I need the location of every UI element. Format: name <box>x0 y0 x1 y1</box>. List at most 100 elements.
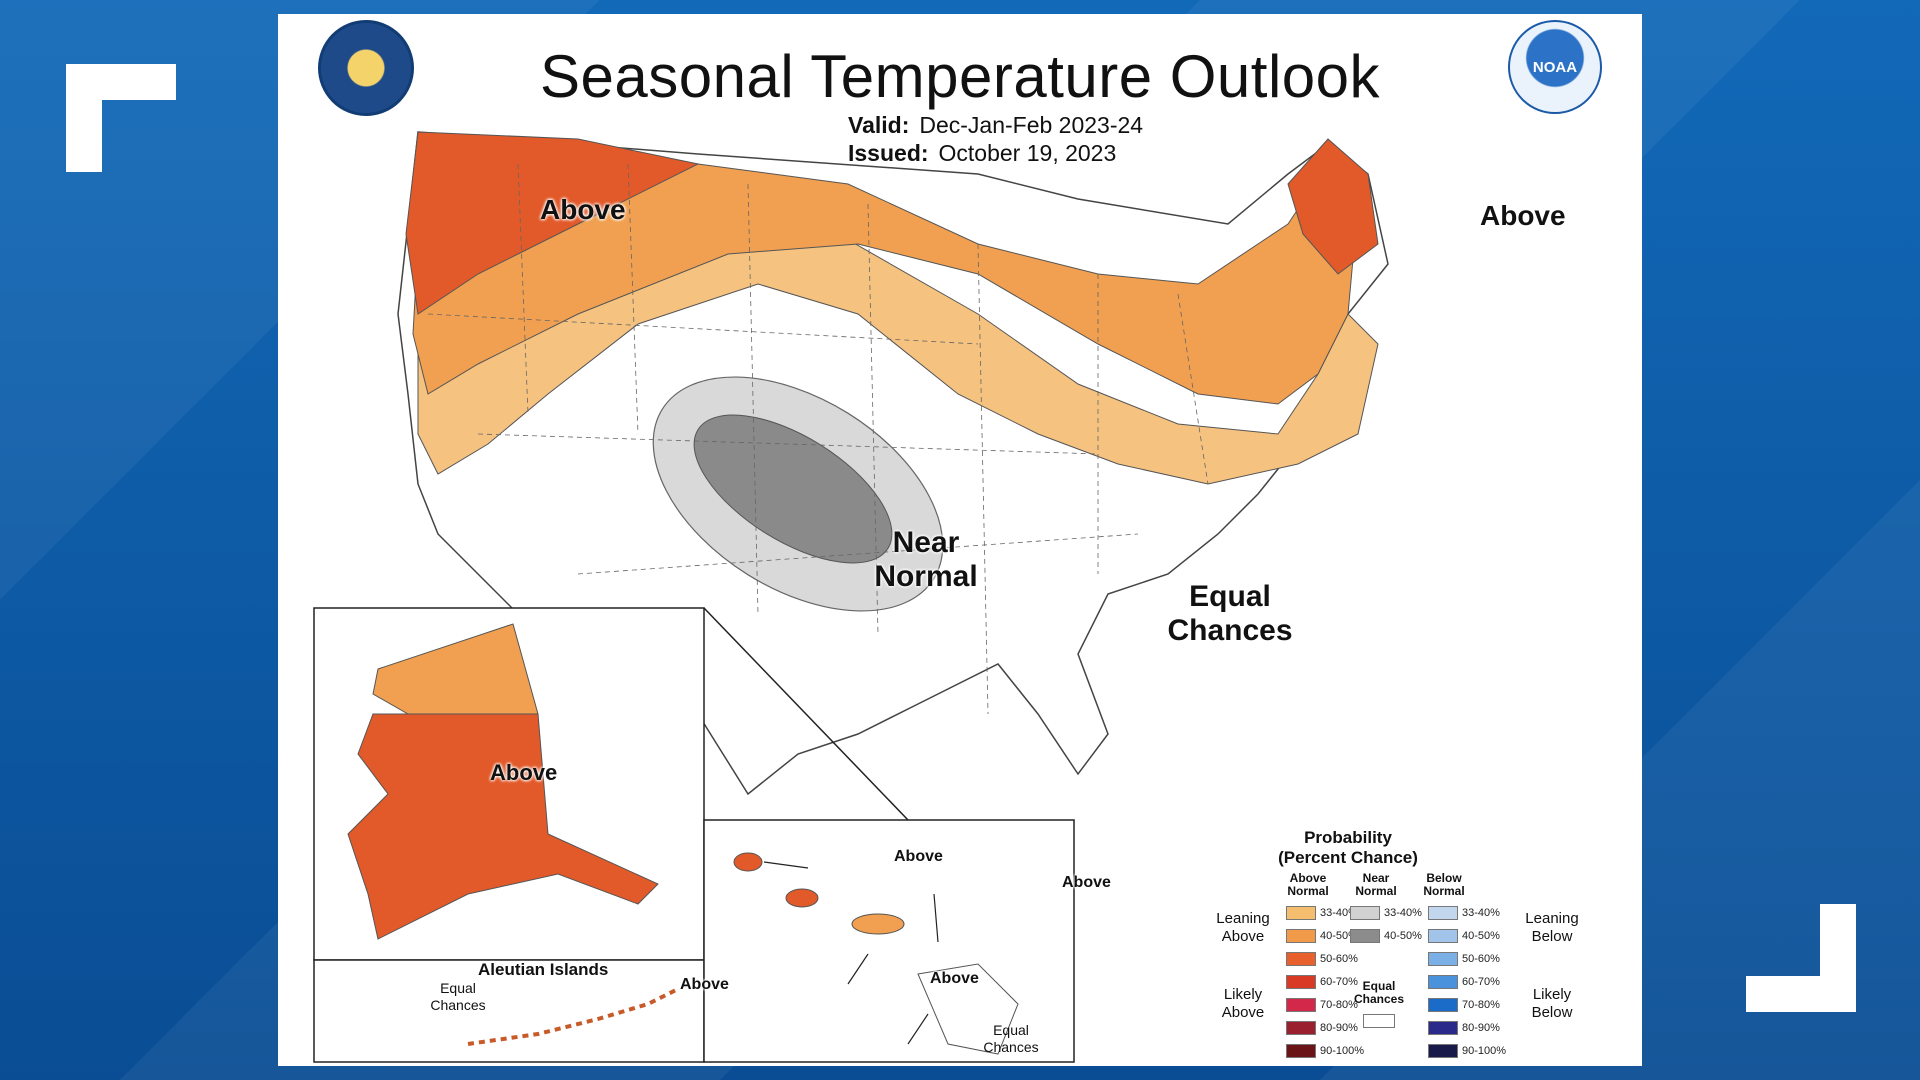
issued-value: October 19, 2023 <box>938 140 1117 166</box>
legend-equal-chances-swatch <box>1363 1014 1395 1028</box>
legend-above-label-1: 40-50% <box>1320 930 1358 942</box>
above-50-60-pacific-nw <box>405 131 700 315</box>
label-hawaii-above-2: Above <box>1062 874 1111 891</box>
legend-equal-2: Chances <box>1353 992 1405 1006</box>
label-near: Near <box>892 526 960 559</box>
label-aleutian-above: Above <box>680 976 729 993</box>
legend-head-near-1: Near <box>1362 871 1390 885</box>
legend-leaning-below: Leaning Below <box>1512 910 1592 946</box>
label-aleutian-title: Aleutian Islands <box>478 960 609 979</box>
issued-line: Issued: October 19, 2023 <box>848 140 1116 167</box>
commerce-seal-icon <box>318 20 414 116</box>
issued-label: Issued: <box>848 140 929 166</box>
legend-head-above: Above Normal <box>1278 872 1338 898</box>
legend-likely-below: Likely Below <box>1512 986 1592 1022</box>
legend-above-swatch-1 <box>1286 929 1316 943</box>
hawaii-maui <box>851 913 905 935</box>
legend-above-swatch-2 <box>1286 952 1316 966</box>
label-normal: Normal <box>874 560 978 593</box>
legend-below-swatch-5 <box>1428 1021 1458 1035</box>
noaa-logo-icon: NOAA <box>1508 20 1602 114</box>
legend-below-swatch-0 <box>1428 906 1458 920</box>
hawaii-kauai <box>733 852 763 872</box>
hawaii-oahu <box>785 888 819 908</box>
label-hawaii-above-1: Above <box>894 848 943 865</box>
legend-above-label-0: 33-40% <box>1320 907 1358 919</box>
label-aleutian-equal-1: Equal <box>440 980 476 996</box>
legend-equal-chances-label: Equal Chances <box>1348 980 1410 1006</box>
legend-near-label-0: 33-40% <box>1384 907 1422 919</box>
above-40-50-band <box>412 163 1359 405</box>
legend-below-swatch-6 <box>1428 1044 1458 1058</box>
legend-near-swatch-0 <box>1350 906 1380 920</box>
legend-likely-below-1: Likely <box>1532 986 1572 1003</box>
hawaii-big-island <box>917 963 1019 1055</box>
label-equal: Equal <box>1189 580 1271 613</box>
legend-above-swatch-6 <box>1286 1044 1316 1058</box>
valid-label: Valid: <box>848 112 910 138</box>
label-near-normal: Near Normal <box>846 526 1006 594</box>
noaa-logo-text: NOAA <box>1532 58 1578 76</box>
legend-likely-above: Likely Above <box>1208 986 1278 1022</box>
label-new-england: Above <box>1480 200 1566 231</box>
us-map-drawing <box>313 131 1389 1063</box>
legend-head-above-2: Normal <box>1287 884 1329 898</box>
legend-above-label-4: 70-80% <box>1320 999 1358 1011</box>
label-hawaii-equal: Equal Chances <box>966 1022 1056 1056</box>
legend-above-swatch-4 <box>1286 998 1316 1012</box>
legend-likely-above-1: Likely <box>1223 986 1263 1003</box>
valid-value: Dec-Jan-Feb 2023-24 <box>919 112 1144 138</box>
legend-title-1: Probability <box>1304 828 1392 847</box>
legend-leaning-above-2: Above <box>1221 928 1265 945</box>
legend-head-below: Below Normal <box>1414 872 1474 898</box>
legend-likely-above-2: Above <box>1221 1004 1265 1021</box>
valid-line: Valid: Dec-Jan-Feb 2023-24 <box>848 112 1143 139</box>
legend-below-label-1: 40-50% <box>1462 930 1500 942</box>
legend-leaning-above: Leaning Above <box>1208 910 1278 946</box>
page-title: Seasonal Temperature Outlook <box>539 43 1381 110</box>
legend-leaning-below-2: Below <box>1531 928 1573 945</box>
legend-near-swatch-1 <box>1350 929 1380 943</box>
legend-below-label-5: 80-90% <box>1462 1022 1500 1034</box>
legend-equal-1: Equal <box>1362 979 1396 993</box>
legend-below-label-3: 60-70% <box>1462 976 1500 988</box>
legend-head-below-1: Below <box>1426 871 1462 885</box>
label-hawaii-above-3: Above <box>930 970 979 987</box>
legend-below-label-0: 33-40% <box>1462 907 1500 919</box>
legend-leaning-below-1: Leaning <box>1525 910 1579 927</box>
label-aleutian-equal: Equal Chances <box>418 980 498 1014</box>
state-borders <box>427 163 1209 715</box>
above-50-60-new-england <box>1287 138 1379 275</box>
legend-likely-below-2: Below <box>1531 1004 1573 1021</box>
legend-head-near-2: Normal <box>1355 884 1397 898</box>
legend-above-label-3: 60-70% <box>1320 976 1358 988</box>
hawaii-inset-frame <box>703 819 1075 1063</box>
label-equal-chances: Equal Chances <box>1140 580 1320 648</box>
legend-below-label-2: 50-60% <box>1462 953 1500 965</box>
legend-below-swatch-3 <box>1428 975 1458 989</box>
legend-above-swatch-0 <box>1286 906 1316 920</box>
label-alaska: Above <box>490 760 558 785</box>
legend-above-swatch-5 <box>1286 1021 1316 1035</box>
legend-title-2: (Percent Chance) <box>1278 848 1418 867</box>
aleutian-inset-frame <box>313 959 705 1063</box>
legend-above-label-5: 80-90% <box>1320 1022 1358 1034</box>
legend-below-label-4: 70-80% <box>1462 999 1500 1011</box>
legend-below-swatch-4 <box>1428 998 1458 1012</box>
legend-above-swatch-3 <box>1286 975 1316 989</box>
label-hawaii-equal-2: Chances <box>983 1039 1039 1055</box>
legend-title: Probability (Percent Chance) <box>1238 828 1458 868</box>
legend-above-label-2: 50-60% <box>1320 953 1358 965</box>
label-hawaii-equal-1: Equal <box>993 1022 1029 1038</box>
legend-below-swatch-2 <box>1428 952 1458 966</box>
label-aleutian-equal-2: Chances <box>430 997 486 1013</box>
alaska-above-50-60 <box>347 713 659 940</box>
aleutian-islands <box>467 987 679 1046</box>
legend-above-label-6: 90-100% <box>1320 1045 1365 1057</box>
outlook-map: NOAA Seasonal Temperature Outlook Valid:… <box>278 14 1642 1066</box>
legend-head-below-2: Normal <box>1423 884 1465 898</box>
legend-head-above-1: Above <box>1289 871 1327 885</box>
label-chances: Chances <box>1167 614 1293 647</box>
corner-bracket-bottom-right <box>1746 904 1856 1012</box>
legend-leaning-above-1: Leaning <box>1216 910 1270 927</box>
